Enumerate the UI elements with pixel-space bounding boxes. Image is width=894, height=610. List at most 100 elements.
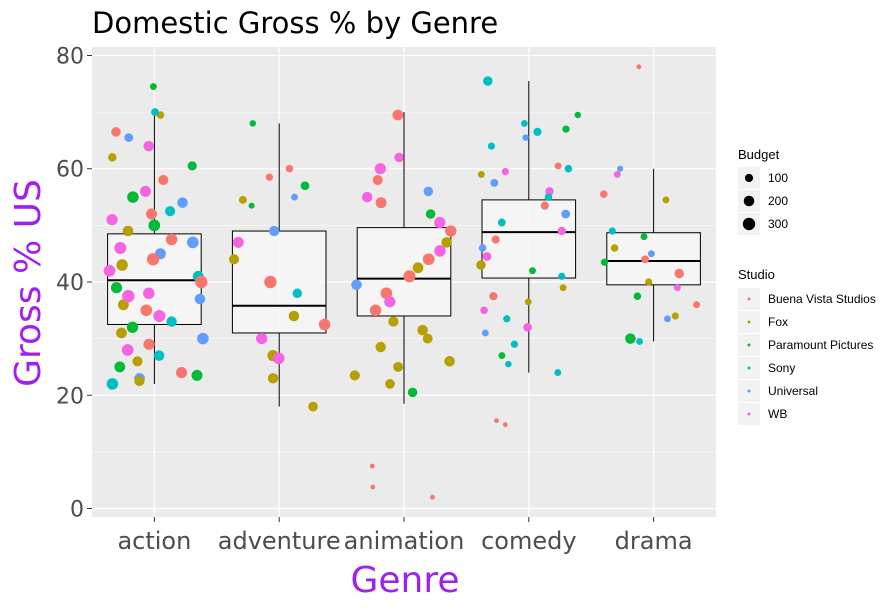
outlier-point: [502, 422, 508, 428]
outlier-point: [494, 418, 499, 424]
size-legend-label: 300: [768, 217, 788, 231]
data-point: [238, 195, 247, 204]
data-point: [441, 237, 452, 248]
box-iqr: [606, 232, 701, 286]
data-point: [151, 108, 159, 117]
y-tick-label: 60: [56, 158, 84, 183]
data-point: [256, 333, 268, 345]
data-point: [671, 312, 679, 320]
data-point: [116, 327, 127, 339]
data-point: [380, 287, 393, 300]
data-point: [394, 152, 404, 163]
data-point: [544, 193, 553, 201]
data-point: [166, 316, 177, 327]
data-point: [636, 338, 644, 345]
data-point: [349, 370, 360, 381]
color-legend-label: Sony: [768, 361, 795, 375]
data-point: [522, 134, 529, 141]
data-point: [197, 332, 209, 345]
outlier-point: [636, 64, 642, 70]
data-point: [288, 310, 300, 322]
data-point: [273, 352, 285, 365]
data-point: [412, 262, 424, 274]
size-legend-dot: [743, 195, 755, 207]
data-point: [361, 191, 373, 203]
size-legend-dot: [744, 173, 754, 183]
data-point: [422, 253, 435, 266]
data-point: [476, 260, 486, 270]
data-point: [498, 352, 506, 360]
data-point: [108, 153, 117, 162]
data-point: [121, 344, 134, 356]
color-legend-dot: [747, 320, 751, 324]
data-point: [520, 119, 528, 127]
data-point: [617, 165, 624, 172]
x-tick-label: action: [117, 527, 191, 555]
color-legend-title: Studio: [738, 267, 775, 282]
data-point: [674, 268, 684, 279]
data-point: [403, 270, 416, 283]
data-point: [559, 284, 567, 292]
data-point: [444, 356, 455, 367]
box-adventure: [231, 123, 327, 407]
y-axis-title: Gross % US: [8, 179, 49, 387]
data-point: [487, 142, 496, 150]
data-point: [134, 376, 145, 387]
data-point: [126, 321, 139, 333]
y-tick-label: 20: [56, 384, 84, 409]
data-point: [482, 252, 492, 261]
data-point: [423, 186, 434, 197]
data-point: [384, 296, 396, 308]
box-comedy: [481, 80, 577, 373]
data-point: [146, 208, 157, 220]
data-point: [158, 175, 169, 186]
box-drama: [606, 168, 701, 342]
data-point: [673, 284, 681, 292]
data-point: [291, 193, 298, 201]
color-legend-label: WB: [768, 407, 787, 421]
axis-tick-marks: [87, 54, 655, 522]
data-point: [608, 227, 616, 235]
size-legend-label: 100: [768, 171, 788, 185]
jitter-points: [103, 76, 701, 412]
size-legend-dot: [742, 217, 756, 231]
size-legend: Budget 100 200 300: [738, 147, 788, 235]
data-point: [478, 244, 487, 252]
data-point: [351, 279, 362, 291]
y-tick-label: 0: [70, 498, 84, 523]
color-legend-dot: [747, 366, 751, 370]
data-point: [510, 340, 519, 348]
data-point: [491, 235, 500, 244]
data-point: [187, 161, 197, 171]
data-point: [610, 244, 619, 252]
box-iqr: [356, 227, 452, 317]
data-point: [267, 373, 279, 384]
data-point: [269, 225, 280, 237]
data-point: [417, 324, 428, 336]
box-animation: [356, 112, 452, 404]
data-point: [122, 225, 134, 237]
data-point: [114, 241, 127, 255]
data-point: [647, 250, 655, 258]
data-point: [195, 275, 208, 289]
color-legend-label: Paramount Pictures: [768, 338, 873, 352]
data-point: [143, 140, 154, 152]
data-point: [564, 164, 573, 173]
data-point: [122, 290, 135, 303]
data-point: [106, 378, 119, 390]
data-point: [562, 125, 570, 133]
data-point: [372, 175, 383, 186]
box-iqr: [481, 199, 577, 279]
data-point: [146, 253, 160, 266]
x-tick-label: drama: [615, 527, 693, 555]
data-point: [116, 259, 128, 271]
data-point: [143, 287, 155, 300]
outlier-points: [369, 64, 642, 500]
outlier-point: [369, 463, 375, 469]
outlier-point: [430, 494, 435, 500]
data-point: [285, 164, 294, 173]
data-point: [194, 293, 206, 305]
data-point: [176, 367, 188, 379]
data-point: [489, 292, 498, 301]
